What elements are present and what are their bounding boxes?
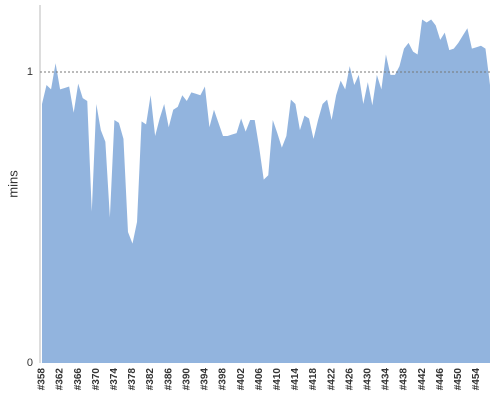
x-tick-label: #446 [435,368,446,391]
x-tick-label: #402 [236,368,247,391]
x-tick-label: #362 [55,368,66,391]
x-tick-label: #442 [417,368,428,391]
area [42,19,490,363]
x-tick-label: #386 [163,368,174,391]
x-tick-label: #398 [218,368,229,391]
x-tick-label: #406 [254,368,265,391]
y-axis-title: mins [5,170,20,198]
x-tick-label: #358 [37,368,48,391]
x-tick-label: #382 [145,368,156,391]
x-tick-label: #414 [290,368,301,391]
x-tick-label: #390 [181,368,192,391]
x-tick-label: #430 [362,368,373,391]
x-tick-label: #438 [399,368,410,391]
x-tick-label: #410 [272,368,283,391]
x-tick-label: #366 [73,368,84,391]
x-tick-label: #418 [308,368,319,391]
x-tick-label: #426 [344,368,355,391]
x-tick-label: #378 [127,368,138,391]
x-tick-label: #370 [91,368,102,391]
x-tick-label: #422 [326,368,337,391]
x-tick-label: #394 [200,368,211,391]
y-tick-label: 0 [27,357,33,369]
x-tick-label: #454 [471,368,482,391]
x-tick-label: #434 [381,368,392,391]
x-tick-label: #374 [109,368,120,391]
x-tick-label: #450 [453,368,464,391]
y-tick-label: 1 [27,66,33,78]
